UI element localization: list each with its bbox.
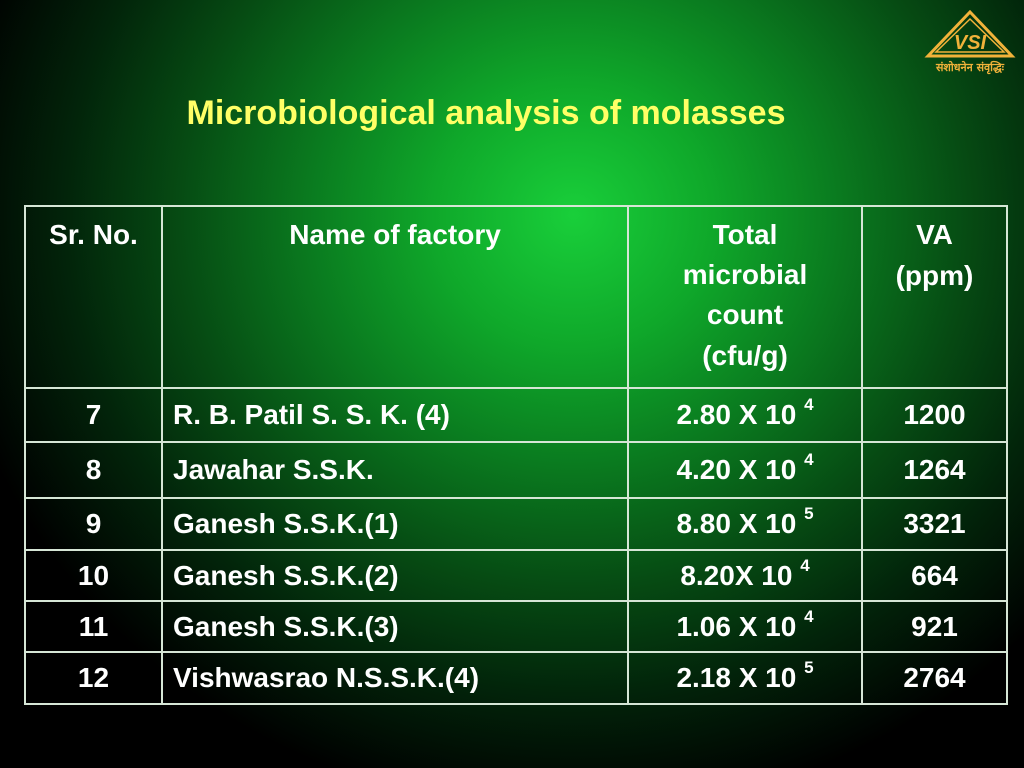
vsi-logo: VSI संशोधनेन संवृद्धिः [924, 10, 1016, 78]
cell-sr: 8 [24, 441, 163, 499]
cell-factory: Ganesh S.S.K.(1) [161, 497, 629, 551]
count-mantissa: 2.18 X 10 [676, 662, 805, 693]
count-exponent: 4 [800, 555, 810, 575]
page-title: Microbiological analysis of molasses [186, 94, 786, 132]
cell-va: 664 [861, 549, 1008, 602]
cell-factory: Ganesh S.S.K.(3) [161, 600, 629, 653]
table-row: 7 R. B. Patil S. S. K. (4) 2.80 X 10 4 1… [24, 387, 1008, 443]
cell-sr: 7 [24, 387, 163, 443]
cell-va: 1200 [861, 387, 1008, 443]
header-sr-no: Sr. No. [24, 205, 163, 389]
cell-sr: 12 [24, 651, 163, 705]
logo-tagline: संशोधनेन संवृद्धिः [936, 61, 1004, 74]
cell-sr: 11 [24, 600, 163, 653]
header-factory: Name of factory [161, 205, 629, 389]
header-count-unit: (cfu/g) [702, 340, 788, 371]
header-count-line: microbial [682, 259, 808, 290]
count-exponent: 4 [804, 450, 814, 469]
cell-factory: Ganesh S.S.K.(2) [161, 549, 629, 602]
cell-va: 921 [861, 600, 1008, 653]
header-count-line: count [706, 299, 784, 330]
count-exponent: 4 [804, 395, 814, 414]
count-mantissa: 8.20X 10 [680, 559, 801, 591]
header-va-unit: (ppm) [895, 260, 974, 291]
count-mantissa: 2.80 X 10 [676, 399, 805, 430]
vsi-triangle-logo-icon: VSI [924, 10, 1016, 58]
count-mantissa: 8.80 X 10 [676, 508, 805, 539]
count-exponent: 5 [804, 658, 814, 677]
cell-factory: Jawahar S.S.K. [161, 441, 629, 499]
header-va: VA (ppm) [861, 205, 1008, 389]
header-count: Total microbial count (cfu/g) [627, 205, 863, 389]
count-mantissa: 1.06 X 10 [676, 610, 805, 642]
count-exponent: 5 [804, 504, 814, 523]
table-row: 8 Jawahar S.S.K. 4.20 X 10 4 1264 [24, 441, 1008, 499]
logo-mark-text: VSI [954, 32, 987, 54]
header-count-line: Total [712, 219, 778, 250]
table-row: 11 Ganesh S.S.K.(3) 1.06 X 10 4 921 [24, 600, 1008, 653]
cell-va: 2764 [861, 651, 1008, 705]
header-va-line: VA [916, 219, 953, 250]
cell-sr: 9 [24, 497, 163, 551]
count-mantissa: 4.20 X 10 [676, 454, 805, 485]
cell-count: 2.18 X 10 5 [627, 651, 863, 705]
cell-va: 1264 [861, 441, 1008, 499]
cell-sr: 10 [24, 549, 163, 602]
cell-count: 2.80 X 10 4 [627, 387, 863, 443]
table-row: 12 Vishwasrao N.S.S.K.(4) 2.18 X 10 5 27… [24, 651, 1008, 705]
cell-factory: Vishwasrao N.S.S.K.(4) [161, 651, 629, 705]
table-row: 10 Ganesh S.S.K.(2) 8.20X 10 4 664 [24, 549, 1008, 602]
cell-va: 3321 [861, 497, 1008, 551]
cell-count: 8.80 X 10 5 [627, 497, 863, 551]
cell-count: 4.20 X 10 4 [627, 441, 863, 499]
count-exponent: 4 [804, 606, 814, 626]
cell-factory: R. B. Patil S. S. K. (4) [161, 387, 629, 443]
cell-count: 8.20X 10 4 [627, 549, 863, 602]
table-row: 9 Ganesh S.S.K.(1) 8.80 X 10 5 3321 [24, 497, 1008, 551]
header-row: Sr. No. Name of factory Total microbial … [24, 205, 1008, 389]
molasses-table: Sr. No. Name of factory Total microbial … [24, 205, 1008, 705]
cell-count: 1.06 X 10 4 [627, 600, 863, 653]
